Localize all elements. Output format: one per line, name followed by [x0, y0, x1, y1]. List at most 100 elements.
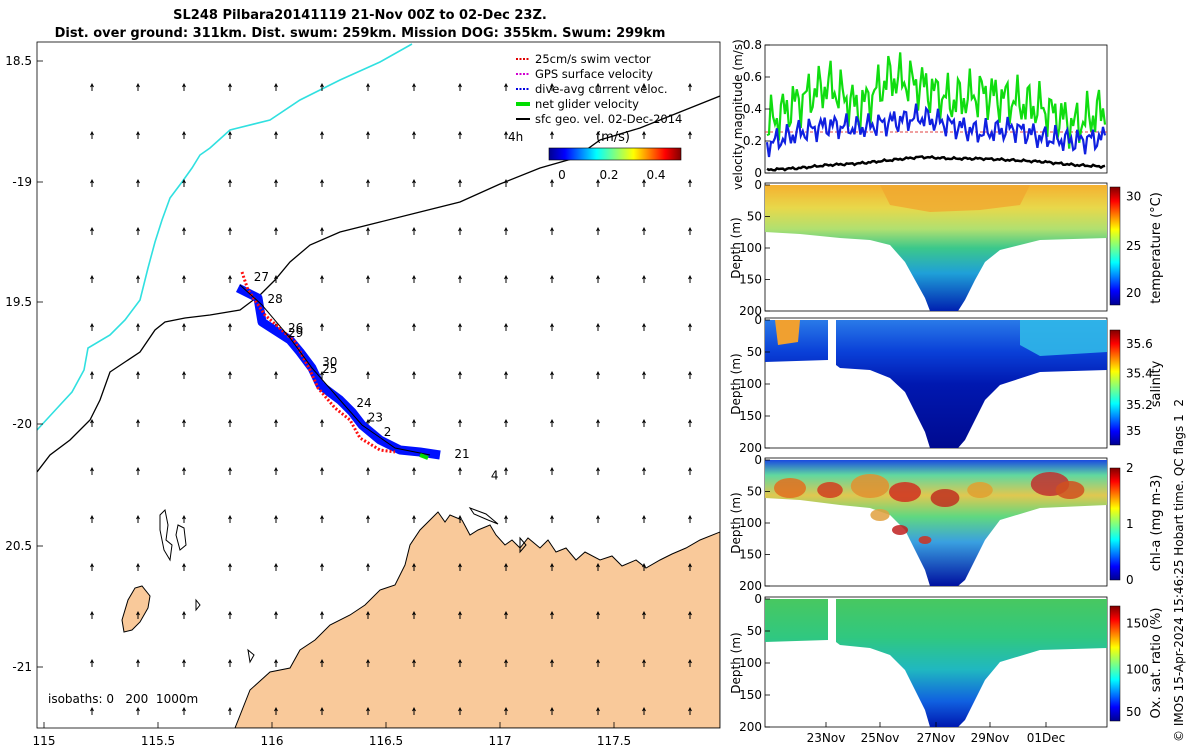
colorbar-tick-label: 1	[1126, 517, 1134, 531]
salinity-surface-patch	[1020, 320, 1107, 356]
velocity-arrow	[596, 370, 600, 379]
velocity-arrow	[366, 82, 370, 91]
velocity-arrow	[688, 658, 692, 667]
velocity-arrow	[274, 466, 278, 475]
velocity-arrow	[458, 82, 462, 91]
velocity-arrow	[228, 466, 232, 475]
day-label: 25	[322, 362, 337, 376]
velocity-arrow	[550, 274, 554, 283]
velocity-arrow	[504, 226, 508, 235]
map-frame	[36, 41, 721, 729]
velocity-arrow	[320, 466, 324, 475]
velocity-arrow	[320, 322, 324, 331]
time-tick-label: 01Dec	[1027, 731, 1066, 745]
day-label: 24	[356, 396, 371, 410]
velocity-arrow	[228, 370, 232, 379]
velocity-arrow	[458, 562, 462, 571]
velocity-arrow	[228, 514, 232, 523]
velocity-arrow	[274, 610, 278, 619]
velocity-arrow	[550, 130, 554, 139]
velocity-arrow	[90, 658, 94, 667]
velocity-arrow	[596, 610, 600, 619]
velocity-arrow	[504, 658, 508, 667]
velocity-arrow	[458, 178, 462, 187]
speed-colorbar	[548, 147, 682, 161]
day-label: 28	[267, 292, 282, 306]
velocity-arrow	[136, 178, 140, 187]
swim-vector-track	[240, 271, 396, 454]
legend-label: dive-avg current veloc.	[535, 82, 668, 96]
velocity-arrow	[504, 274, 508, 283]
chla-maximum-patch	[870, 509, 890, 521]
net-glider-marker	[419, 453, 429, 460]
depth-ylabel: Depth (m)	[729, 492, 743, 553]
velocity-arrow	[596, 706, 600, 715]
colorbar-tick-label: 20	[1126, 286, 1141, 300]
velocity-arrow	[596, 514, 600, 523]
velocity-arrow	[320, 610, 324, 619]
colorbar-tick-0: 0	[558, 168, 566, 182]
legend-label: net glider velocity	[535, 97, 639, 111]
velocity-arrow	[136, 466, 140, 475]
velocity-arrow	[504, 562, 508, 571]
oxygen-field	[765, 599, 1107, 727]
temperature-warm-core	[880, 185, 1030, 212]
velocity-arrow	[320, 514, 324, 523]
colorbar-tick-label: 2	[1126, 461, 1134, 475]
day-label: 4	[491, 469, 499, 483]
velocity-arrow	[274, 706, 278, 715]
depth-tick-label: 0	[754, 592, 762, 606]
velocity-arrow	[550, 226, 554, 235]
velocity-arrow	[688, 562, 692, 571]
velocity-axes	[764, 44, 1108, 174]
lat-tick-label: -20	[12, 417, 32, 431]
velocity-arrow	[182, 178, 186, 187]
salinity-field	[765, 320, 1107, 448]
depth-tick-label: 150	[739, 688, 762, 702]
chla-maximum-patch	[918, 536, 932, 544]
chla-maximum-patch	[774, 478, 806, 498]
velocity-arrow	[550, 466, 554, 475]
legend-label: GPS surface velocity	[535, 67, 653, 81]
colorbar-tick-label: 35.2	[1126, 398, 1153, 412]
velocity-arrow	[90, 130, 94, 139]
depth-tick-label: 150	[739, 273, 762, 287]
velocity-arrow	[458, 418, 462, 427]
velocity-arrow	[412, 466, 416, 475]
island	[121, 585, 151, 633]
legend-label: sfc geo. vel. 02-Dec-2014	[535, 112, 682, 126]
velocity-arrow	[412, 706, 416, 715]
day-label: 21	[454, 447, 469, 461]
velocity-arrow	[228, 658, 232, 667]
velocity-ylabel: velocity magnitude (m/s)	[731, 39, 745, 190]
salinity-high-patch	[775, 320, 800, 345]
velocity-arrow	[320, 178, 324, 187]
velocity-arrow	[136, 370, 140, 379]
velocity-arrow	[688, 274, 692, 283]
velocity-arrow	[136, 706, 140, 715]
velocity-arrow	[412, 562, 416, 571]
velocity-arrow	[688, 610, 692, 619]
velocity-arrow	[550, 706, 554, 715]
velocity-arrow	[366, 322, 370, 331]
velocity-arrow	[550, 610, 554, 619]
velocity-arrow	[412, 82, 416, 91]
time-tick-label: 23Nov	[807, 731, 846, 745]
velocity-arrow	[274, 562, 278, 571]
velocity-arrow	[642, 82, 646, 91]
chla-maximum-patch	[1055, 481, 1085, 499]
velocity-arrow	[320, 370, 324, 379]
chla-maximum-patch	[930, 489, 960, 507]
colorbar-tick-label: 30	[1126, 189, 1141, 203]
velocity-arrow	[182, 418, 186, 427]
velocity-arrow	[596, 178, 600, 187]
velocity-arrow	[90, 322, 94, 331]
velocity-arrow	[136, 82, 140, 91]
velocity-arrow	[136, 610, 140, 619]
velocity-arrow	[688, 466, 692, 475]
velocity-arrow	[688, 706, 692, 715]
temperature-panel	[764, 182, 1121, 312]
velocity-arrow	[642, 274, 646, 283]
